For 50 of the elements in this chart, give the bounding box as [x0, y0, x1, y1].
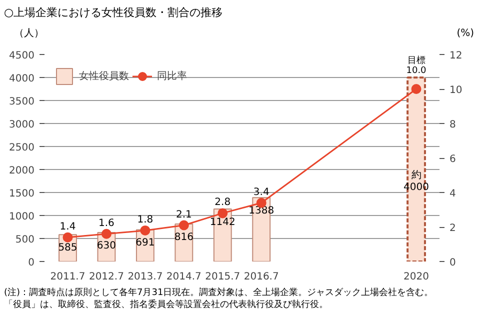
y-axis-title: （人） — [14, 26, 44, 41]
chart-title: ○上場企業における女性役員数・割合の推移 — [4, 5, 224, 21]
data-label: 1.4 — [60, 221, 76, 232]
point — [178, 220, 189, 230]
y2-tick-label: 4 — [450, 188, 456, 200]
data-label: 816 — [174, 232, 194, 243]
y2-tick-label: 10 — [450, 84, 462, 96]
y-tick-label: 0 — [28, 257, 35, 268]
text: 「役員」は、取締役、監査役、指名委員会等設置会社の代表執行役及び執行役。 — [4, 299, 329, 312]
y2-tick-label: 12 — [450, 50, 462, 62]
y-tick-label: 500 — [15, 234, 35, 246]
y2-axis-title: (%) — [456, 26, 474, 41]
y-tick-label: 2500 — [9, 142, 35, 154]
x-tick-label: 2016.7 — [244, 271, 279, 282]
x-tick-label: 2011.7 — [50, 271, 86, 282]
x-tick-label: 2012.7 — [88, 271, 124, 282]
data-label: 3.4 — [253, 186, 270, 198]
x-tick-label: 2014.7 — [166, 271, 202, 282]
y-tick-label: 2000 — [9, 165, 35, 176]
data-label: 2.1 — [176, 209, 192, 220]
y-tick-label: 3500 — [9, 96, 35, 108]
y-tick-label: 3000 — [9, 119, 35, 130]
data-label: 1.6 — [98, 218, 114, 229]
y-tick-label: 1500 — [9, 188, 35, 200]
y-tick-label: 4500 — [9, 50, 35, 62]
y-tick-label: 4000 — [9, 73, 35, 84]
y2-tick-label: 6 — [450, 154, 456, 165]
x-tick-label: 2013.7 — [128, 271, 163, 282]
text: (注)：調査時点は原則として各年7月31日現在。調査対象は、全上場企業。ジャスダック上場会社を含む。 — [4, 286, 434, 299]
data-label: 2.8 — [214, 197, 231, 208]
legend-label: 女性役員数 — [79, 70, 129, 83]
data-label: 1142 — [210, 216, 236, 228]
x-tick-label: 2015.7 — [205, 271, 240, 282]
data-label: 1388 — [248, 206, 274, 217]
data-label: 585 — [58, 242, 78, 254]
x-tick-label: 2020 — [404, 271, 429, 282]
y2-tick-label: 8 — [450, 119, 456, 130]
point — [140, 225, 150, 236]
y2-tick-label: 0 — [450, 257, 456, 268]
data-label: 691 — [136, 238, 155, 249]
y-tick-label: 1000 — [9, 211, 35, 222]
data-label: 目標 10.0 — [406, 54, 427, 76]
data-label: 1.8 — [137, 214, 154, 226]
data-label: 630 — [96, 240, 116, 252]
point — [62, 232, 73, 242]
legend-label: 同比率 — [157, 70, 187, 83]
point — [411, 84, 422, 94]
y2-tick-label: 2 — [450, 222, 456, 234]
point — [218, 208, 228, 218]
point — [101, 228, 112, 239]
